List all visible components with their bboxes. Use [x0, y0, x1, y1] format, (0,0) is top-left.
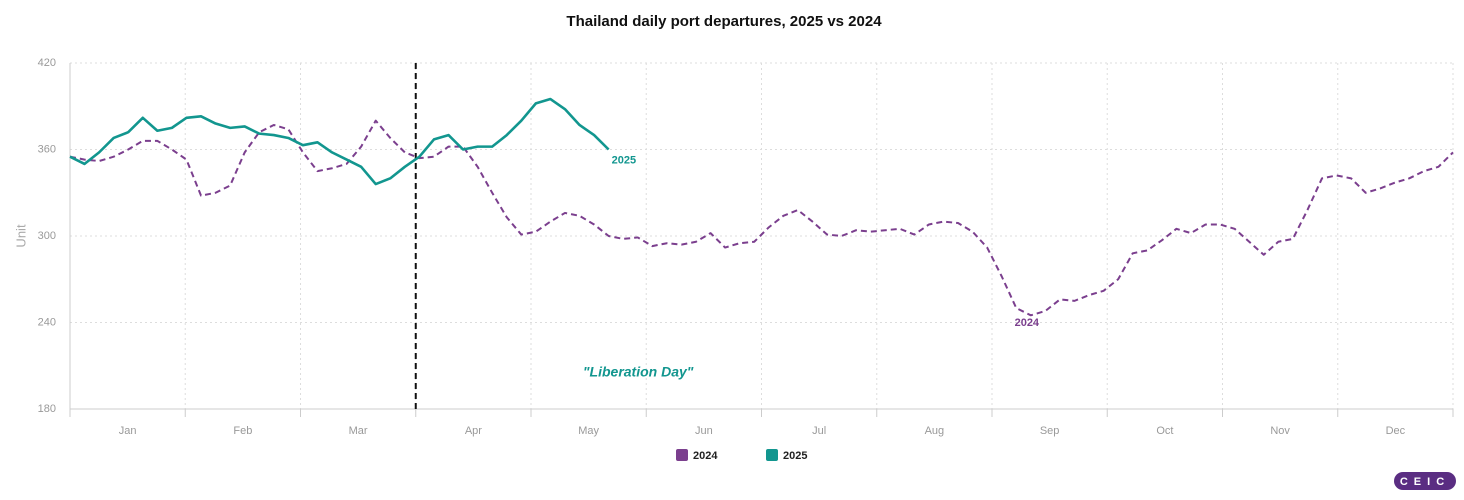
y-axis-label: Unit [13, 224, 28, 248]
chart-title: Thailand daily port departures, 2025 vs … [566, 13, 882, 30]
x-tick-label: Apr [465, 425, 482, 437]
series-line [69, 97, 610, 186]
brand-badge [1394, 472, 1456, 490]
x-tick-label: Oct [1156, 425, 1173, 437]
series-label: 2024 [1015, 317, 1040, 329]
series-label: 2025 [612, 154, 636, 166]
x-tick-label: Jun [695, 425, 713, 437]
legend-label: 2024 [693, 450, 718, 462]
legend-swatch [766, 449, 778, 461]
series-line [69, 119, 1454, 317]
x-tick-label: Mar [349, 425, 368, 437]
y-tick-label: 240 [38, 316, 56, 328]
y-tick-label: 360 [38, 143, 56, 155]
legend-swatch [676, 449, 688, 461]
x-tick-label: May [578, 425, 599, 437]
x-tick-label: Jan [119, 425, 137, 437]
x-tick-label: Sep [1040, 425, 1060, 437]
x-tick-label: Jul [812, 425, 826, 437]
x-tick-label: Feb [233, 425, 252, 437]
legend-label: 2025 [783, 450, 807, 462]
x-tick-label: Nov [1270, 425, 1290, 437]
y-tick-label: 180 [38, 403, 56, 415]
y-tick-label: 420 [38, 57, 56, 69]
brand-logo: CEIC [1400, 476, 1450, 488]
x-tick-label: Dec [1386, 425, 1406, 437]
event-label: "Liberation Day" [583, 364, 694, 380]
x-tick-label: Aug [925, 425, 945, 437]
y-tick-label: 300 [38, 230, 56, 242]
